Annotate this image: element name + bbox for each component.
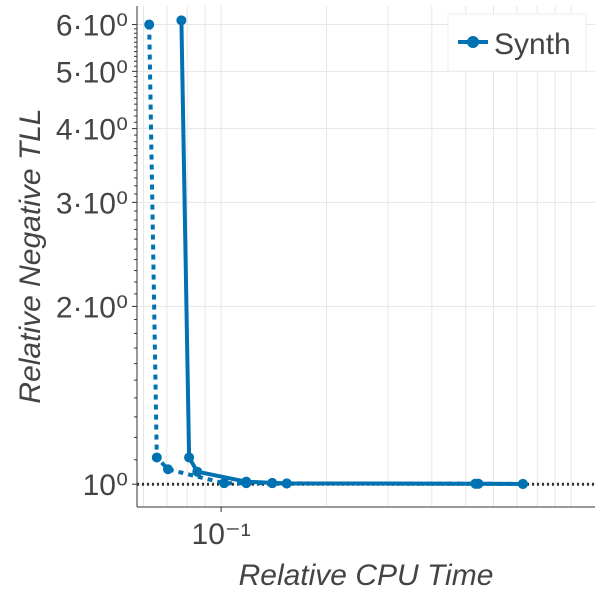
y-axis-label: Relative Negative TLL: [14, 108, 47, 403]
y-tick-label: 10⁰: [83, 469, 128, 502]
legend: Synth: [447, 13, 587, 72]
series-line-dotted: [147, 24, 523, 486]
data-point: [219, 478, 230, 489]
series-group: [144, 15, 528, 489]
data-point: [473, 478, 484, 489]
y-tick-label: 6·10⁰: [56, 10, 128, 43]
data-point: [267, 478, 278, 489]
data-point: [151, 452, 162, 463]
y-tick-label: 2·10⁰: [56, 291, 128, 324]
y-tick-label: 4·10⁰: [56, 114, 128, 147]
data-point: [241, 478, 252, 489]
data-point: [192, 466, 203, 477]
y-tick-label: 5·10⁰: [56, 56, 128, 89]
data-point: [517, 478, 528, 489]
data-point: [184, 452, 195, 463]
data-point: [281, 478, 292, 489]
data-point: [162, 464, 173, 475]
tick-group: 10⁰ 2·10⁰ 3·10⁰ 4·10⁰ 5·10⁰ 6·10⁰ 10⁻¹: [56, 10, 251, 551]
x-axis-label: Relative CPU Time: [239, 559, 494, 592]
legend-marker: [467, 36, 479, 48]
plot-frame: [136, 6, 595, 508]
legend-label: Synth: [494, 28, 571, 61]
grid: [137, 6, 595, 507]
series-line-solid: [179, 20, 523, 486]
x-tick-label: 10⁻¹: [192, 518, 251, 551]
data-point: [176, 15, 187, 26]
data-point: [144, 19, 155, 30]
y-tick-label: 3·10⁰: [56, 187, 128, 220]
